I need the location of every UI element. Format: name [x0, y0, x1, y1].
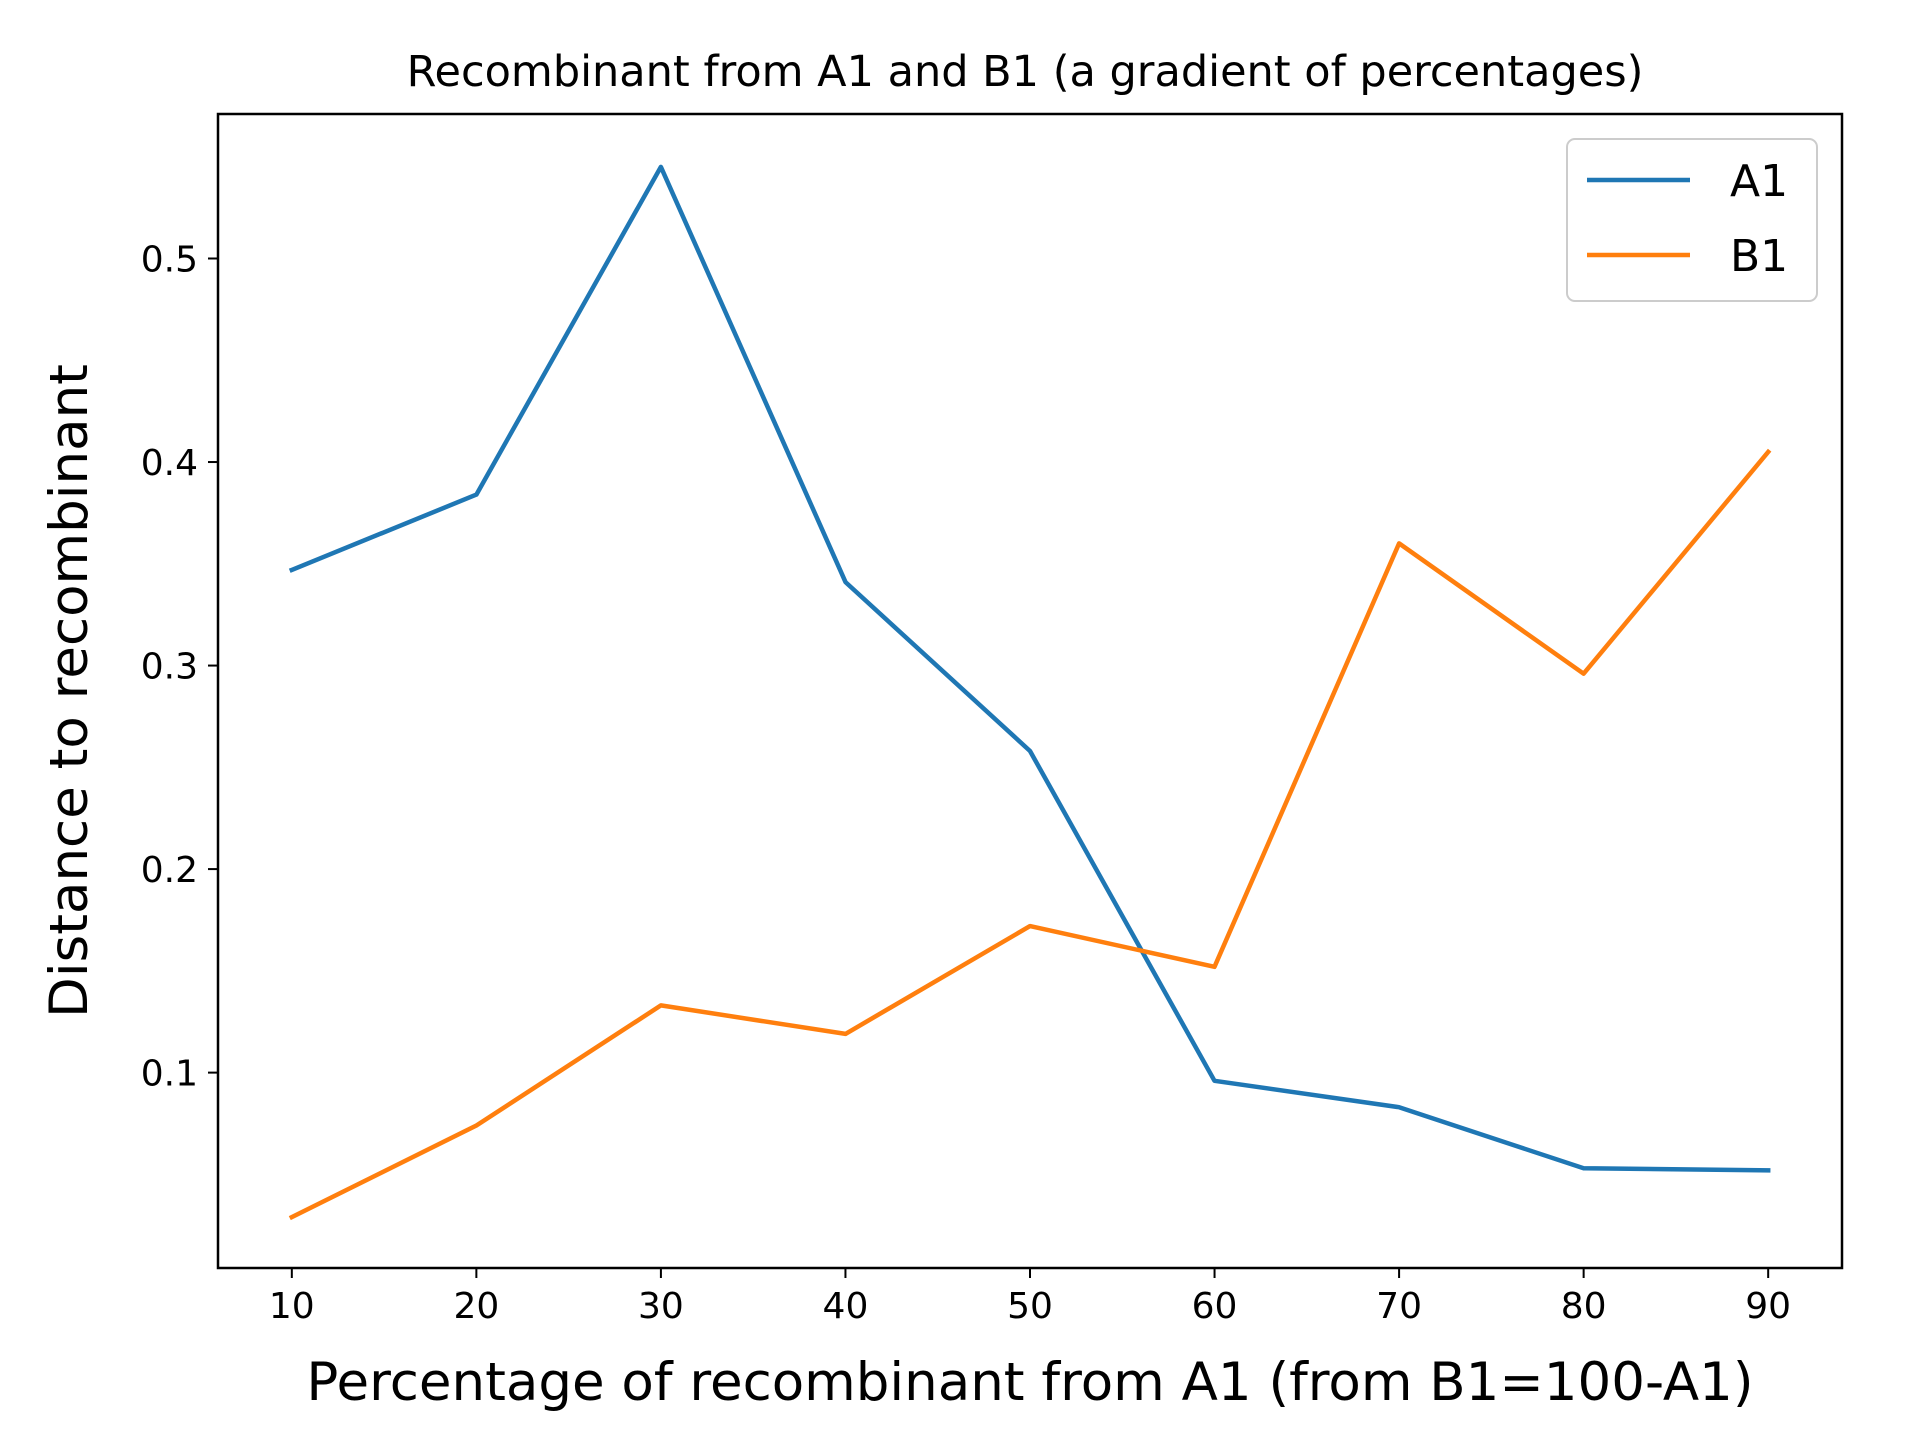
x-axis: 10 20 30 40 50 60 70 80 90	[269, 1268, 1791, 1327]
legend-label-a1: A1	[1730, 156, 1788, 207]
y-tick-label: 0.4	[141, 443, 198, 484]
legend-label-b1: B1	[1730, 231, 1788, 282]
y-axis: 0.1 0.2 0.3 0.4 0.5	[141, 240, 218, 1095]
y-tick-label: 0.3	[141, 647, 198, 688]
x-tick-label: 50	[1007, 1286, 1053, 1327]
y-axis-label: Distance to recombinant	[39, 364, 100, 1018]
chart-title: Recombinant from A1 and B1 (a gradient o…	[407, 47, 1644, 97]
x-tick-label: 20	[453, 1286, 499, 1327]
x-tick-label: 70	[1376, 1286, 1422, 1327]
x-tick-label: 60	[1192, 1286, 1238, 1327]
y-tick-label: 0.2	[141, 850, 198, 891]
x-tick-label: 80	[1561, 1286, 1607, 1327]
x-tick-label: 40	[823, 1286, 869, 1327]
series-line-b1	[288, 448, 1772, 1221]
x-tick-label: 90	[1745, 1286, 1791, 1327]
plot-area	[288, 164, 1772, 1221]
x-tick-label: 10	[269, 1286, 315, 1327]
legend: A1 B1	[1566, 138, 1818, 302]
series-line-a1	[288, 164, 1771, 1173]
x-axis-label: Percentage of recombinant from A1 (from …	[306, 1352, 1753, 1413]
y-tick-label: 0.5	[141, 240, 198, 281]
x-tick-label: 30	[638, 1286, 684, 1327]
y-tick-label: 0.1	[141, 1054, 198, 1095]
